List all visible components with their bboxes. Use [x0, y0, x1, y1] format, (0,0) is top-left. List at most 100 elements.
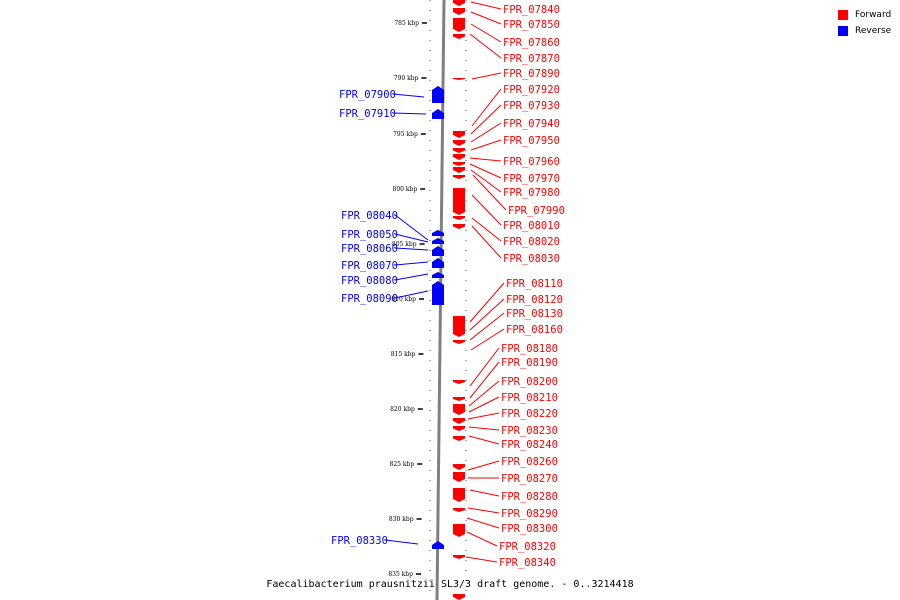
forward-gene-leader: [467, 507, 500, 514]
forward-gene-block: [453, 436, 465, 441]
forward-gene-block: [453, 18, 465, 32]
forward-gene-block: [453, 426, 465, 431]
forward-gene-label: FPR_08180: [501, 343, 558, 355]
forward-gene-block: [453, 148, 465, 153]
forward-gene-leader: [469, 298, 505, 331]
forward-gene-label: FPR_08280: [501, 491, 558, 503]
forward-gene-block: [453, 418, 465, 424]
forward-gene-leader: [470, 139, 502, 151]
scale-tick-label: 795 kbp: [393, 131, 418, 138]
forward-gene-label: FPR_08160: [506, 324, 563, 336]
reverse-gene-block: [432, 109, 444, 119]
forward-gene-block: [453, 224, 465, 229]
forward-gene-leader: [469, 163, 502, 179]
forward-gene-label: FPR_08130: [506, 308, 563, 320]
reverse-gene-leader: [394, 273, 429, 281]
reverse-gene-label: FPR_08090: [341, 293, 398, 305]
reverse-gene-block: [432, 86, 444, 103]
reverse-gene-leader: [394, 261, 429, 266]
forward-gene-label: FPR_07920: [503, 84, 560, 96]
forward-gene-block: [453, 188, 465, 215]
reverse-gene-leader: [392, 112, 427, 115]
forward-gene-leader: [471, 225, 502, 259]
forward-gene-leader: [470, 11, 502, 25]
forward-gene-block: [453, 8, 465, 15]
forward-gene-block: [453, 131, 465, 138]
forward-gene-leader: [466, 531, 498, 547]
forward-gene-leader: [468, 396, 500, 413]
reverse-gene-block: [432, 272, 444, 278]
scale-tick-label: 810 kbp: [391, 296, 416, 303]
forward-gene-block: [453, 78, 465, 80]
reverse-gene-block: [432, 246, 444, 256]
forward-gene-label: FPR_07890: [503, 68, 560, 80]
forward-gene-label: FPR_08220: [501, 408, 558, 420]
forward-gene-leader: [470, 122, 502, 143]
scale-tick-label: 830 kbp: [389, 516, 414, 523]
reverse-gene-label: FPR_08060: [341, 243, 398, 255]
reverse-gene-leader: [384, 539, 419, 545]
forward-gene-block: [453, 340, 465, 344]
forward-gene-label: FPR_08230: [501, 425, 558, 437]
reverse-gene-label: FPR_08070: [341, 260, 398, 272]
scale-tick-label: 825 kbp: [390, 461, 415, 468]
legend-forward-label: Forward: [855, 10, 892, 20]
forward-gene-label: FPR_07970: [503, 173, 560, 185]
forward-gene-label: FPR_08290: [501, 508, 558, 520]
forward-gene-block: [453, 34, 465, 39]
forward-gene-leader: [469, 361, 500, 399]
scale-tick-label: 835 kbp: [388, 571, 413, 578]
forward-gene-block: [453, 594, 465, 600]
legend-reverse-swatch: [838, 26, 848, 36]
scale-tick-label: 785 kbp: [394, 20, 419, 27]
legend-forward: Forward: [838, 9, 891, 21]
forward-gene-block: [453, 488, 465, 502]
forward-gene-label: FPR_07840: [503, 4, 560, 16]
forward-gene-block: [453, 464, 465, 470]
forward-gene-label: FPR_07990: [508, 205, 565, 217]
forward-gene-leader: [470, 1, 502, 10]
forward-gene-label: FPR_07930: [503, 100, 560, 112]
forward-gene-label: FPR_08200: [501, 376, 558, 388]
scale-tick-label: 805 kbp: [392, 241, 417, 248]
scale-tick-label: 800 kbp: [393, 186, 418, 193]
forward-gene-label: FPR_08190: [501, 357, 558, 369]
forward-gene-leader: [470, 23, 502, 43]
forward-gene-block: [453, 508, 465, 512]
forward-gene-block: [453, 162, 465, 166]
forward-gene-block: [453, 167, 465, 173]
scale-tick-label: 820 kbp: [390, 406, 415, 413]
forward-gene-leader: [472, 174, 507, 211]
forward-gene-block: [453, 140, 465, 146]
forward-gene-leader: [468, 380, 500, 407]
forward-gene-label: FPR_08240: [501, 439, 558, 451]
forward-gene-leader: [471, 194, 502, 226]
reverse-gene-label: FPR_07900: [339, 89, 396, 101]
forward-gene-label: FPR_08030: [503, 253, 560, 265]
forward-gene-block: [453, 380, 465, 384]
reverse-gene-block: [432, 230, 444, 236]
forward-gene-label: FPR_08020: [503, 236, 560, 248]
forward-gene-leader: [465, 556, 498, 563]
legend-forward-swatch: [838, 10, 848, 20]
forward-gene-leader: [470, 169, 502, 193]
forward-gene-leader: [469, 157, 502, 162]
forward-gene-block: [453, 316, 465, 337]
reverse-gene-block: [432, 281, 444, 305]
forward-gene-label: FPR_07950: [503, 135, 560, 147]
forward-gene-leader: [471, 72, 502, 80]
forward-gene-block: [453, 154, 465, 160]
forward-gene-label: FPR_07960: [503, 156, 560, 168]
forward-gene-label: FPR_07940: [503, 118, 560, 130]
reverse-gene-label: FPR_08040: [341, 210, 398, 222]
reverse-gene-block: [432, 541, 444, 549]
forward-gene-leader: [466, 517, 500, 529]
forward-gene-label: FPR_08320: [499, 541, 556, 553]
forward-gene-leader: [471, 88, 502, 127]
forward-gene-block: [453, 0, 465, 6]
reverse-gene-block: [432, 258, 444, 268]
forward-gene-leader: [467, 412, 500, 420]
forward-gene-label: FPR_07980: [503, 187, 560, 199]
